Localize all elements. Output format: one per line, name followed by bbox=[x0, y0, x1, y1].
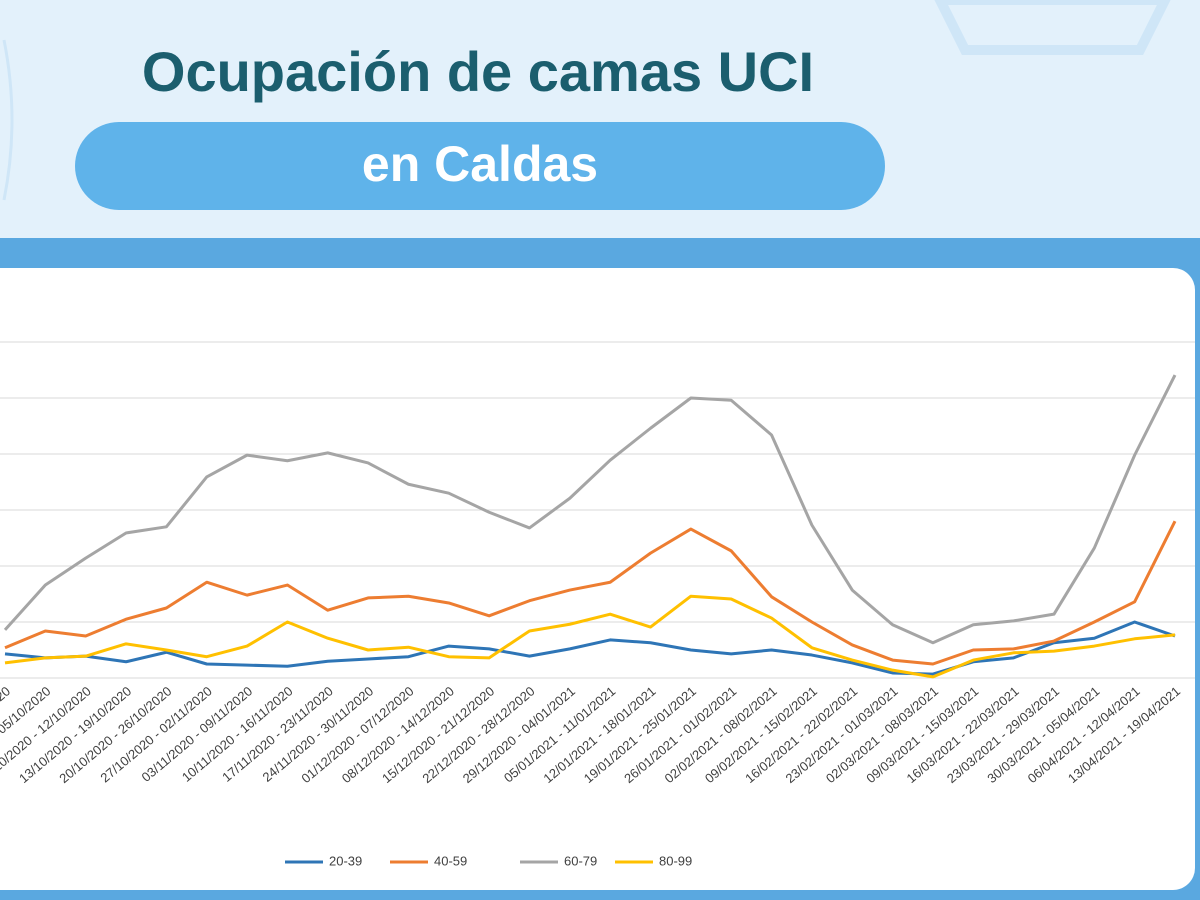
decoration bbox=[2, 39, 14, 201]
legend-label: 40-59 bbox=[434, 853, 467, 868]
series-line bbox=[4, 520, 1177, 666]
series-line bbox=[3, 374, 1177, 645]
chart-title: Ocupación de camas UCI bbox=[142, 40, 814, 103]
subtitle-pill bbox=[75, 122, 885, 210]
series-line bbox=[4, 594, 1176, 679]
legend-label: 60-79 bbox=[564, 853, 597, 868]
legend-label: 20-39 bbox=[329, 853, 362, 868]
plot-panel bbox=[0, 268, 1195, 890]
series-line bbox=[4, 620, 1176, 676]
legend-label: 80-99 bbox=[659, 853, 692, 868]
chart-subtitle: en Caldas bbox=[362, 136, 598, 192]
decoration bbox=[934, 0, 1171, 55]
